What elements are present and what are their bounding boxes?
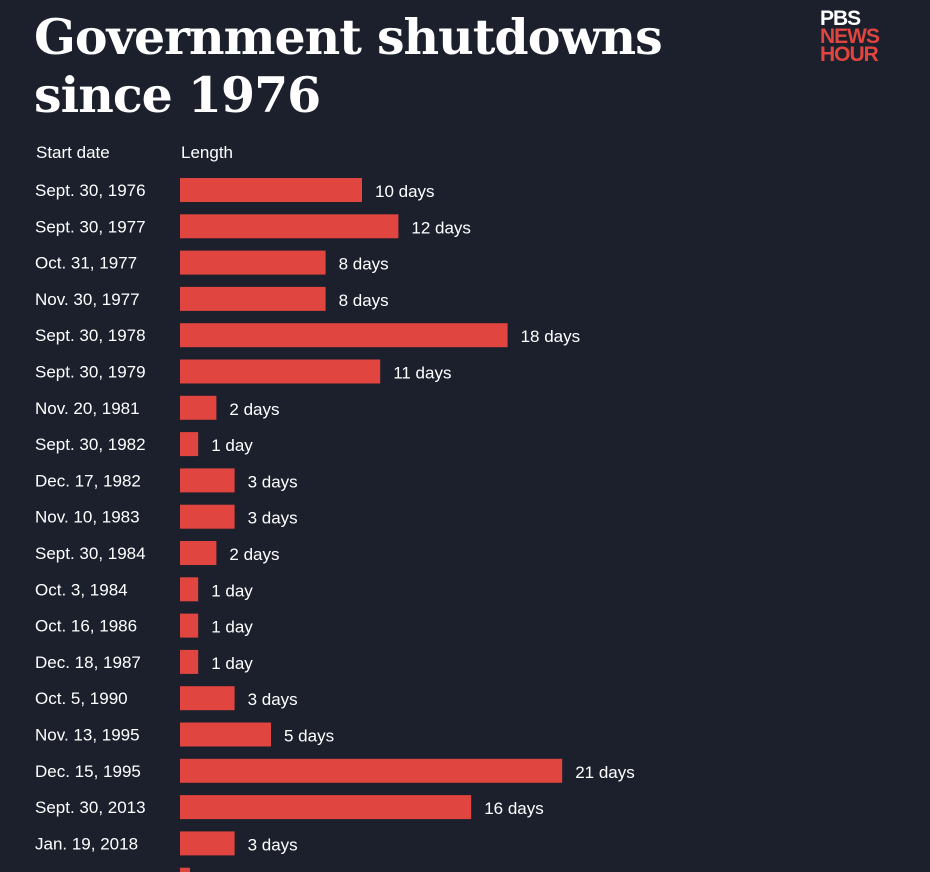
bar (180, 831, 235, 856)
category-label: Oct. 31, 1977 (35, 254, 137, 273)
value-label: 10 days (375, 182, 435, 201)
value-label: 3 days (248, 509, 298, 528)
value-label: 1 day (211, 436, 253, 455)
value-label: 3 days (248, 472, 298, 491)
value-label: 18 days (521, 327, 581, 346)
category-label: Oct. 16, 1986 (35, 617, 137, 636)
value-label: 2 days (229, 400, 279, 419)
value-label: 1 day (211, 581, 253, 600)
bar (180, 504, 235, 529)
bar (180, 395, 217, 420)
value-label: 1 day (211, 654, 253, 673)
category-label: Sept. 30, 1976 (35, 181, 146, 200)
category-label: Sept. 30, 1982 (35, 435, 146, 454)
value-label: 12 days (411, 218, 471, 237)
value-label: 16 days (484, 799, 544, 818)
bar (180, 613, 199, 638)
bar (180, 178, 362, 202)
category-label: Sept. 30, 1979 (35, 363, 146, 382)
bar (180, 577, 199, 602)
value-label: 8 days (339, 255, 389, 274)
category-label: Dec. 18, 1987 (35, 653, 141, 672)
category-label: Dec. 15, 1995 (35, 762, 141, 781)
category-label: Nov. 30, 1977 (35, 290, 140, 309)
category-label: Sept. 30, 1978 (35, 326, 146, 345)
category-label: Jan. 19, 2018 (35, 834, 138, 853)
pbs-newshour-logo: PBS NEWS HOUR (820, 7, 880, 66)
category-label: Nov. 13, 1995 (35, 726, 140, 745)
chart-title: Government shutdowns since 1976 (34, 8, 663, 124)
bar (180, 649, 199, 674)
logo-line-1: PBS (820, 7, 861, 30)
category-label: Sept. 30, 1977 (35, 217, 146, 236)
start-date-header: Start date (36, 143, 110, 162)
category-label: Oct. 5, 1990 (35, 689, 128, 708)
bar (180, 323, 508, 348)
bar (180, 468, 235, 493)
bar (180, 359, 381, 384)
value-label: 3 days (248, 690, 298, 709)
logo-line-2: NEWS (820, 25, 880, 48)
value-label: 2 days (229, 545, 279, 564)
category-label: Nov. 20, 1981 (35, 399, 140, 418)
bar (180, 432, 199, 457)
value-label: 21 days (575, 763, 635, 782)
category-label: Nov. 10, 1983 (35, 508, 140, 527)
bar (180, 214, 399, 239)
bar (180, 758, 563, 783)
value-label: 5 days (284, 727, 334, 746)
value-label: 8 days (339, 291, 389, 310)
value-label: 3 days (248, 835, 298, 854)
length-header: Length (181, 143, 233, 162)
bar (180, 795, 472, 820)
bar (180, 286, 326, 311)
logo-line-3: HOUR (820, 43, 879, 66)
bar (180, 250, 326, 275)
category-label: Sept. 30, 1984 (35, 544, 146, 563)
bar (180, 722, 271, 747)
value-label: 1 day (211, 618, 253, 637)
category-label: Oct. 3, 1984 (35, 580, 128, 599)
bar (180, 541, 217, 565)
category-label: Sept. 30, 2013 (35, 798, 146, 817)
value-label: 11 days (393, 364, 451, 383)
category-label: Dec. 17, 1982 (35, 471, 141, 490)
bar-cut-off (180, 867, 190, 872)
bar (180, 686, 235, 711)
